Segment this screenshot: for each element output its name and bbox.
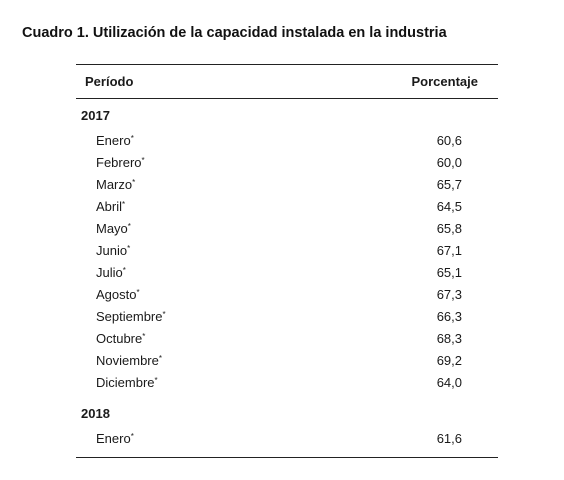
table-row: Enero* 60,6 [76, 129, 498, 151]
provisional-marker: * [142, 331, 146, 341]
period-header: Período [85, 74, 134, 89]
provisional-marker: * [132, 177, 136, 187]
table-row: Septiembre* 66,3 [76, 305, 498, 327]
month-cell: Marzo* [96, 177, 135, 192]
percentage-cell: 67,1 [436, 242, 462, 258]
top-rule [76, 64, 498, 65]
bottom-rule [76, 457, 498, 458]
table-body: 2017 Enero* 60,6 Febrero* 60,0 Marzo* 65,7 Abri… [76, 99, 498, 449]
percentage-cell: 66,3 [436, 308, 462, 324]
month-cell: Junio* [96, 243, 130, 258]
table-row: Mayo* 65,8 [76, 217, 498, 239]
percentage-cell: 65,7 [436, 176, 462, 192]
page-title: Cuadro 1. Utilización de la capacidad in… [22, 25, 447, 41]
table-row: Diciembre* 64,0 [76, 371, 498, 393]
percentage-cell: 65,1 [436, 264, 462, 280]
provisional-marker: * [154, 375, 158, 385]
month-cell: Enero* [96, 133, 134, 148]
table-row: Noviembre* 69,2 [76, 349, 498, 371]
table-row: Junio* 67,1 [76, 239, 498, 261]
month-cell: Agosto* [96, 287, 140, 302]
percentage-cell: 69,2 [436, 352, 462, 368]
provisional-marker: * [130, 431, 134, 441]
table-row: Agosto* 67,3 [76, 283, 498, 305]
month-name: Mayo [96, 220, 128, 236]
provisional-marker: * [122, 199, 126, 209]
percentage-cell: 67,3 [436, 286, 462, 302]
percentage-cell: 61,6 [436, 430, 462, 446]
percentage-cell: 60,0 [436, 154, 462, 170]
month-name: Diciembre [96, 374, 155, 390]
table-row: Abril* 64,5 [76, 195, 498, 217]
percentage-cell: 60,6 [436, 132, 462, 148]
table-row: Enero* 61,6 [76, 427, 498, 449]
month-cell: Enero* [96, 431, 134, 446]
year-group: 2017 Enero* 60,6 Febrero* 60,0 Marzo* 65,7 Abri… [76, 107, 498, 393]
year-label: 2017 [81, 108, 110, 123]
month-cell: Mayo* [96, 221, 131, 236]
month-name: Febrero [96, 154, 142, 170]
percentage-cell: 64,5 [436, 198, 462, 214]
table-row: Febrero* 60,0 [76, 151, 498, 173]
provisional-marker: * [158, 353, 162, 363]
provisional-marker: * [127, 221, 131, 231]
month-name: Enero [96, 430, 131, 446]
month-name: Abril [96, 198, 123, 214]
month-name: Noviembre [96, 352, 159, 368]
provisional-marker: * [136, 287, 140, 297]
provisional-marker: * [130, 133, 134, 143]
month-name: Agosto [96, 286, 137, 302]
month-name: Julio [96, 264, 123, 280]
month-cell: Abril* [96, 199, 125, 214]
table-row: Marzo* 65,7 [76, 173, 498, 195]
month-cell: Octubre* [96, 331, 145, 346]
month-name: Junio [96, 242, 128, 258]
percentage-cell: 68,3 [436, 330, 462, 346]
month-cell: Febrero* [96, 155, 145, 170]
header-rule [76, 98, 498, 99]
month-cell: Diciembre* [96, 375, 158, 390]
table-row: Octubre* 68,3 [76, 327, 498, 349]
month-cell: Noviembre* [96, 353, 162, 368]
month-cell: Julio* [96, 265, 126, 280]
percentage-cell: 65,8 [436, 220, 462, 236]
year-group: 2018 Enero* 61,6 [76, 405, 498, 449]
year-label: 2018 [81, 406, 110, 421]
provisional-marker: * [162, 309, 166, 319]
provisional-marker: * [127, 243, 131, 253]
capacity-table: Período Porcentaje 2017 Enero* 60,6 Febrero… [76, 64, 498, 458]
month-cell: Septiembre* [96, 309, 166, 324]
percentage-cell: 64,0 [436, 374, 462, 390]
table-row: Julio* 65,1 [76, 261, 498, 283]
month-name: Marzo [96, 176, 133, 192]
month-name: Septiembre [96, 308, 163, 324]
table-header-row: Período Porcentaje [76, 65, 498, 98]
month-name: Enero [96, 132, 131, 148]
provisional-marker: * [122, 265, 126, 275]
month-name: Octubre [96, 330, 143, 346]
percentage-header: Porcentaje [411, 74, 478, 89]
provisional-marker: * [141, 155, 145, 165]
